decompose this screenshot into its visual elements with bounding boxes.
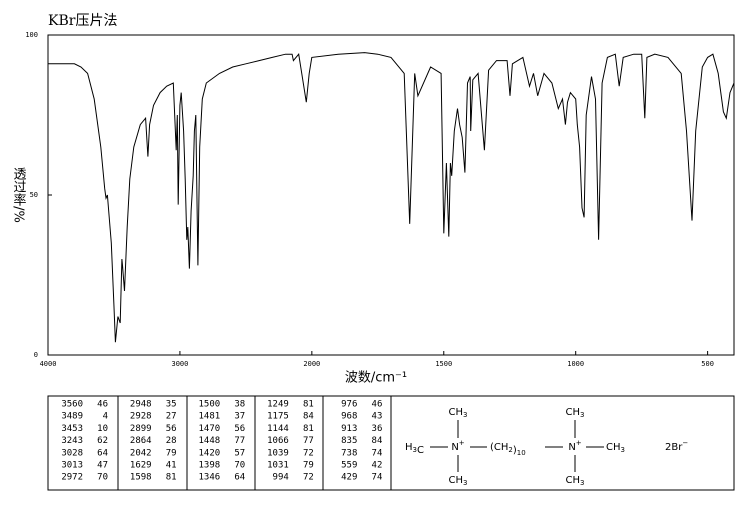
peak-wavenumber: 1031 (267, 461, 289, 471)
structure-label: N+ (451, 439, 464, 453)
peak-transmittance: 35 (166, 400, 177, 410)
peak-transmittance: 56 (234, 424, 245, 434)
structure-label: CH3 (606, 442, 625, 454)
peak-transmittance: 79 (303, 461, 314, 471)
peak-transmittance: 47 (97, 461, 108, 471)
x-tick-label: 4000 (40, 360, 57, 368)
peak-transmittance: 62 (97, 436, 108, 446)
peak-transmittance: 84 (372, 436, 383, 446)
peak-wavenumber: 559 (341, 461, 357, 471)
peak-wavenumber: 429 (341, 473, 357, 483)
peak-wavenumber: 835 (341, 436, 357, 446)
peak-transmittance: 74 (372, 448, 383, 458)
peak-wavenumber: 2972 (61, 473, 83, 483)
peak-transmittance: 27 (166, 412, 177, 422)
peak-wavenumber: 1481 (199, 412, 221, 422)
structure-label: CH3 (566, 475, 585, 487)
peak-wavenumber: 1346 (199, 473, 221, 483)
peak-transmittance: 10 (97, 424, 108, 434)
plot-frame (47, 34, 735, 356)
peak-transmittance: 81 (166, 473, 177, 483)
peak-transmittance: 46 (372, 400, 383, 410)
peak-transmittance: 72 (303, 473, 314, 483)
peak-wavenumber: 2928 (130, 412, 152, 422)
peak-transmittance: 56 (166, 424, 177, 434)
peak-wavenumber: 1039 (267, 448, 289, 458)
peak-wavenumber: 3489 (61, 412, 83, 422)
peak-transmittance: 4 (103, 412, 108, 422)
x-tick-label: 3000 (171, 360, 188, 368)
x-tick-label: 1500 (435, 360, 452, 368)
peak-wavenumber: 3013 (61, 461, 83, 471)
structure-label: CH3 (566, 407, 585, 419)
peak-transmittance: 36 (372, 424, 383, 434)
peak-wavenumber: 2864 (130, 436, 152, 446)
peak-transmittance: 70 (97, 473, 108, 483)
peak-transmittance: 77 (303, 436, 314, 446)
structure-label: H3C (405, 442, 424, 456)
peak-transmittance: 74 (372, 473, 383, 483)
peak-wavenumber: 994 (273, 473, 289, 483)
peak-wavenumber: 1448 (199, 436, 221, 446)
peak-transmittance: 84 (303, 412, 314, 422)
spectrum-line (48, 52, 735, 343)
peak-wavenumber: 3560 (61, 400, 83, 410)
peak-wavenumber: 2899 (130, 424, 152, 434)
peak-wavenumber: 976 (341, 400, 357, 410)
peak-wavenumber: 2042 (130, 448, 152, 458)
peak-wavenumber: 1420 (199, 448, 221, 458)
peak-wavenumber: 3028 (61, 448, 83, 458)
peak-transmittance: 37 (234, 412, 245, 422)
structure-label: 2Br− (665, 439, 688, 453)
peak-transmittance: 70 (234, 461, 245, 471)
peak-wavenumber: 1598 (130, 473, 152, 483)
peak-transmittance: 79 (166, 448, 177, 458)
peak-wavenumber: 1249 (267, 400, 289, 410)
structure-bonds (430, 420, 604, 472)
y-axis-label: 透过率/% (11, 167, 27, 223)
peak-wavenumber: 968 (341, 412, 357, 422)
peak-wavenumber: 1398 (199, 461, 221, 471)
x-axis-label: 波数/cm⁻¹ (345, 371, 407, 386)
peak-transmittance: 43 (372, 412, 383, 422)
peak-transmittance: 64 (234, 473, 245, 483)
y-tick-label: 50 (30, 191, 38, 199)
peak-wavenumber: 3453 (61, 424, 83, 434)
structure-label: CH3 (449, 475, 468, 487)
peak-transmittance: 38 (234, 400, 245, 410)
peak-transmittance: 81 (303, 400, 314, 410)
table-dividers (117, 396, 392, 490)
peak-transmittance: 41 (166, 461, 177, 471)
peak-transmittance: 46 (97, 400, 108, 410)
peak-transmittance: 28 (166, 436, 177, 446)
peak-wavenumber: 1629 (130, 461, 152, 471)
structure-label: N+ (568, 439, 581, 453)
y-tick-label: 100 (25, 31, 38, 39)
x-tick-label: 500 (701, 360, 714, 368)
peak-wavenumber: 1470 (199, 424, 221, 434)
structure-label: (CH2)10 (490, 442, 526, 457)
peak-wavenumber: 3243 (61, 436, 83, 446)
chart-title: KBr压片法 (48, 13, 117, 29)
peak-wavenumber: 1500 (199, 400, 221, 410)
peak-transmittance: 42 (372, 461, 383, 471)
peak-transmittance: 64 (97, 448, 108, 458)
peak-wavenumber: 1144 (267, 424, 289, 434)
peak-transmittance: 72 (303, 448, 314, 458)
peak-wavenumber: 1175 (267, 412, 289, 422)
y-tick-label: 0 (34, 351, 38, 359)
peak-wavenumber: 1066 (267, 436, 289, 446)
x-tick-label: 1000 (567, 360, 584, 368)
peak-transmittance: 57 (234, 448, 245, 458)
peak-transmittance: 81 (303, 424, 314, 434)
structure-label: CH3 (449, 407, 468, 419)
peak-wavenumber: 738 (341, 448, 357, 458)
peak-wavenumber: 913 (341, 424, 357, 434)
peak-transmittance: 77 (234, 436, 245, 446)
peak-wavenumber: 2948 (130, 400, 152, 410)
x-tick-label: 2000 (303, 360, 320, 368)
